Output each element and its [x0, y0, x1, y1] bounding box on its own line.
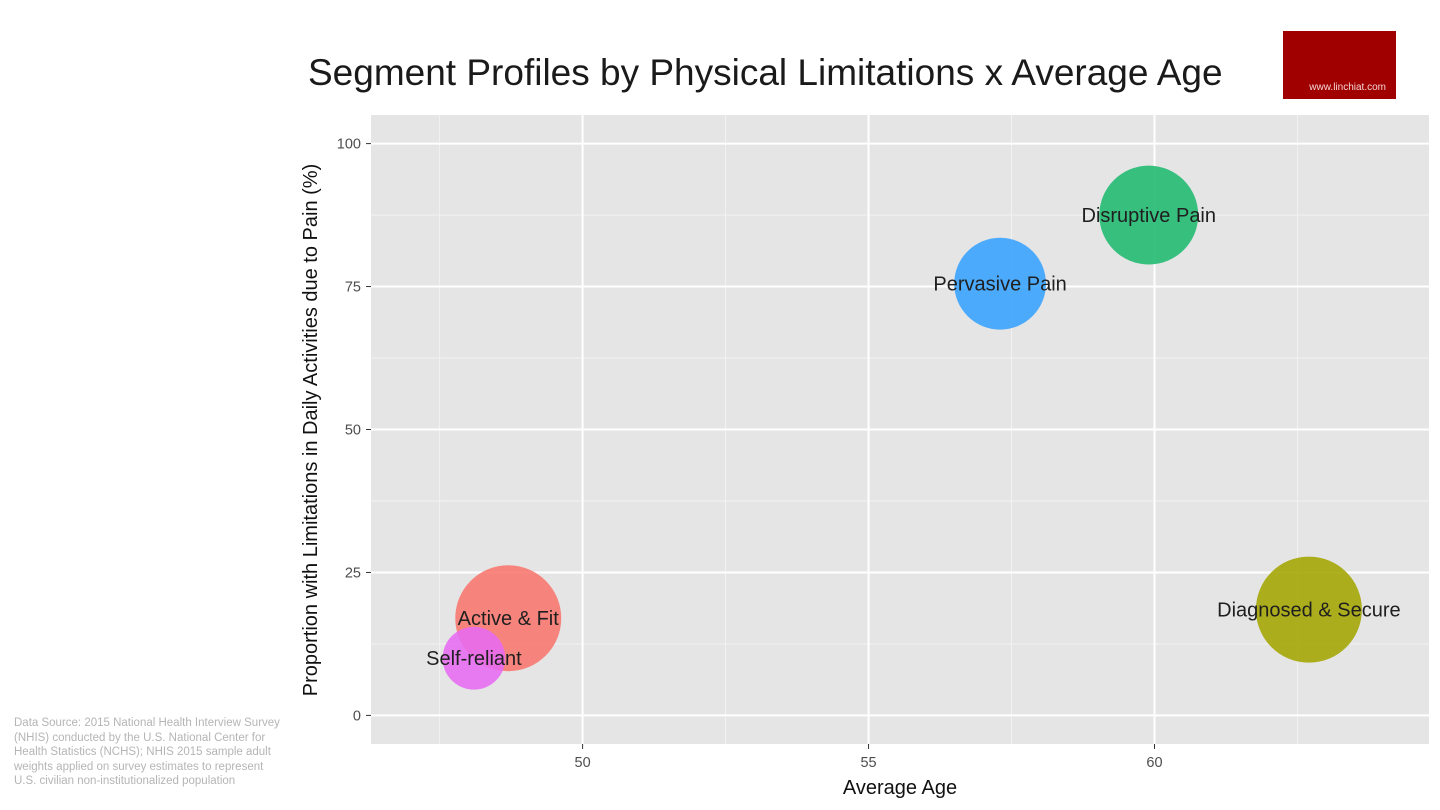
bubble-label-pervasive-pain: Pervasive Pain	[933, 274, 1066, 296]
bubble-label-self-reliant: Self-reliant	[426, 648, 522, 670]
axis-ticks: 50 55 60 0 25 50 75 100	[337, 137, 1163, 771]
y-tick-label: 50	[345, 423, 361, 439]
bubble-self-reliant	[442, 626, 506, 690]
bubble-pervasive-pain	[954, 237, 1046, 330]
chart-title: Segment Profiles by Physical Limitations…	[308, 52, 1223, 93]
x-tick-label: 50	[575, 755, 591, 771]
x-axis-title: Average Age	[843, 777, 957, 799]
y-tick-label: 25	[345, 565, 361, 581]
data-source-note: Data Source: 2015 National Health Interv…	[14, 717, 280, 787]
bubble-diagnosed-secure	[1255, 556, 1362, 663]
bubble-label-diagnosed-secure: Diagnosed & Secure	[1217, 600, 1400, 622]
x-tick-label: 60	[1146, 755, 1162, 771]
bubble-disruptive-pain	[1099, 165, 1199, 265]
x-tick-label: 55	[860, 755, 876, 771]
bubble-label-active-fit: Active & Fit	[458, 608, 560, 630]
y-tick-label: 75	[345, 280, 361, 296]
logo-text: www.linchiat.com	[1309, 82, 1386, 93]
y-tick-label: 100	[337, 137, 361, 153]
y-tick-label: 0	[353, 708, 361, 724]
y-axis-title: Proportion with Limitations in Daily Act…	[300, 164, 322, 696]
bubble-label-disruptive-pain: Disruptive Pain	[1082, 205, 1217, 227]
major-gridlines	[371, 115, 1429, 744]
brand-logo: www.linchiat.com	[1283, 31, 1396, 99]
bubble-labels: Active & Fit Self-reliant Pervasive Pain Di…	[426, 205, 1400, 670]
bubbles	[442, 165, 1362, 690]
